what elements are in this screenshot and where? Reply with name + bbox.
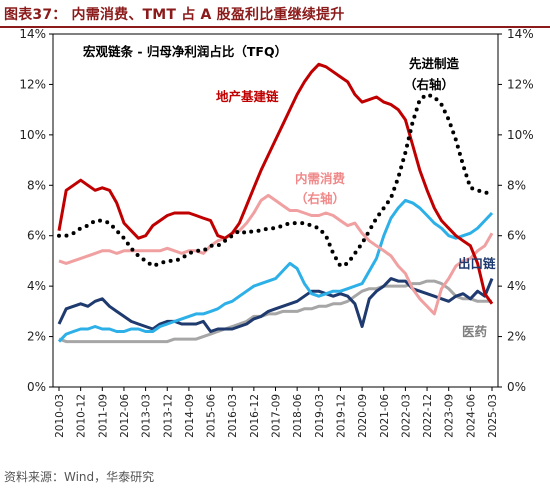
x-tick-label: 2011-09: [97, 394, 109, 438]
y-axis-right: 0% 2% 4% 6% 8% 10% 12% 14%: [498, 27, 534, 394]
x-tick-label: 2025-03: [487, 394, 499, 438]
y-right-tick-label: 0%: [507, 380, 526, 394]
label-advanced-manufacturing-axis: （右轴）: [404, 77, 454, 92]
series-line-地产基建链: [57, 62, 494, 305]
y-left-tick-label: 6%: [27, 229, 46, 243]
series-line-内需消费: [58, 193, 494, 316]
series-line-医药: [58, 279, 492, 344]
x-tick-label: 2014-09: [184, 394, 196, 438]
x-tick-label: 2016-12: [249, 394, 261, 438]
x-tick-label: 2010-12: [76, 394, 88, 438]
label-export-chain: 出口链: [458, 256, 496, 271]
title-rule: [0, 26, 550, 28]
x-tick-label: 2022-12: [422, 394, 434, 438]
figure-title: 图表37： 内需消费、TMT 占 A 股盈利比重继续提升: [4, 7, 345, 23]
x-tick-label: 2020-09: [357, 394, 369, 438]
chart-title: 宏观链条 - 归母净利润占比（TFQ）: [83, 44, 287, 59]
y-right-tick-label: 4%: [507, 279, 526, 293]
y-left-tick-label: 14%: [19, 27, 46, 41]
y-right-tick-label: 8%: [507, 178, 526, 192]
y-left-tick-label: 12%: [19, 77, 46, 91]
x-tick-label: 2016-03: [227, 394, 239, 438]
x-tick-label: 2023-09: [444, 394, 456, 438]
x-tick-label: 2017-09: [271, 394, 283, 438]
label-advanced-manufacturing: 先进制造: [409, 56, 460, 71]
label-domestic-consumption-axis: （右轴）: [295, 191, 345, 206]
x-tick-label: 2019-03: [314, 394, 326, 438]
label-pharma: 医药: [462, 324, 488, 339]
y-right-tick-label: 2%: [507, 330, 526, 344]
x-tick-label: 2013-03: [141, 394, 153, 438]
series-line-先进制造: [57, 92, 494, 268]
x-tick-label: 2015-06: [206, 394, 218, 438]
label-domestic-consumption: 内需消费: [295, 171, 346, 186]
series-line-TMT: [57, 198, 494, 343]
x-tick-label: 2021-06: [379, 394, 391, 438]
figure-header: 图表37： 内需消费、TMT 占 A 股盈利比重继续提升: [0, 0, 550, 28]
x-tick-label: 2019-12: [335, 394, 347, 438]
y-right-tick-label: 6%: [507, 229, 526, 243]
y-right-tick-label: 14%: [507, 27, 534, 41]
x-tick-label: 2022-03: [400, 394, 412, 438]
series-line-出口链: [57, 277, 494, 333]
x-tick-label: 2010-03: [54, 394, 66, 438]
line-chart: 0%2%4%6%8%10%12%14% 0%2%4%6%8%10%12%14% …: [19, 27, 534, 438]
x-axis: 2010-03 2010-12 2011-09 2012-06 2013-03 2013-…: [54, 387, 499, 438]
y-right-tick-label: 10%: [507, 128, 534, 142]
y-left-tick-label: 0%: [27, 380, 46, 394]
x-tick-label: 2024-06: [465, 394, 477, 438]
x-tick-label: 2018-06: [292, 394, 304, 438]
series-lines: [57, 62, 494, 344]
y-right-tick-label: 12%: [507, 77, 534, 91]
source-note: 资料来源：Wind，华泰研究: [4, 470, 155, 484]
label-property-infra: 地产基建链: [216, 89, 279, 104]
y-left-tick-label: 8%: [27, 178, 46, 192]
y-left-tick-label: 4%: [27, 279, 46, 293]
y-left-tick-label: 2%: [27, 330, 46, 344]
x-tick-label: 2012-06: [119, 394, 131, 438]
x-tick-label: 2013-12: [162, 394, 174, 438]
y-left-tick-label: 10%: [19, 128, 46, 142]
y-axis-left: 0% 2% 4% 6% 8% 10% 12% 14%: [19, 27, 53, 394]
